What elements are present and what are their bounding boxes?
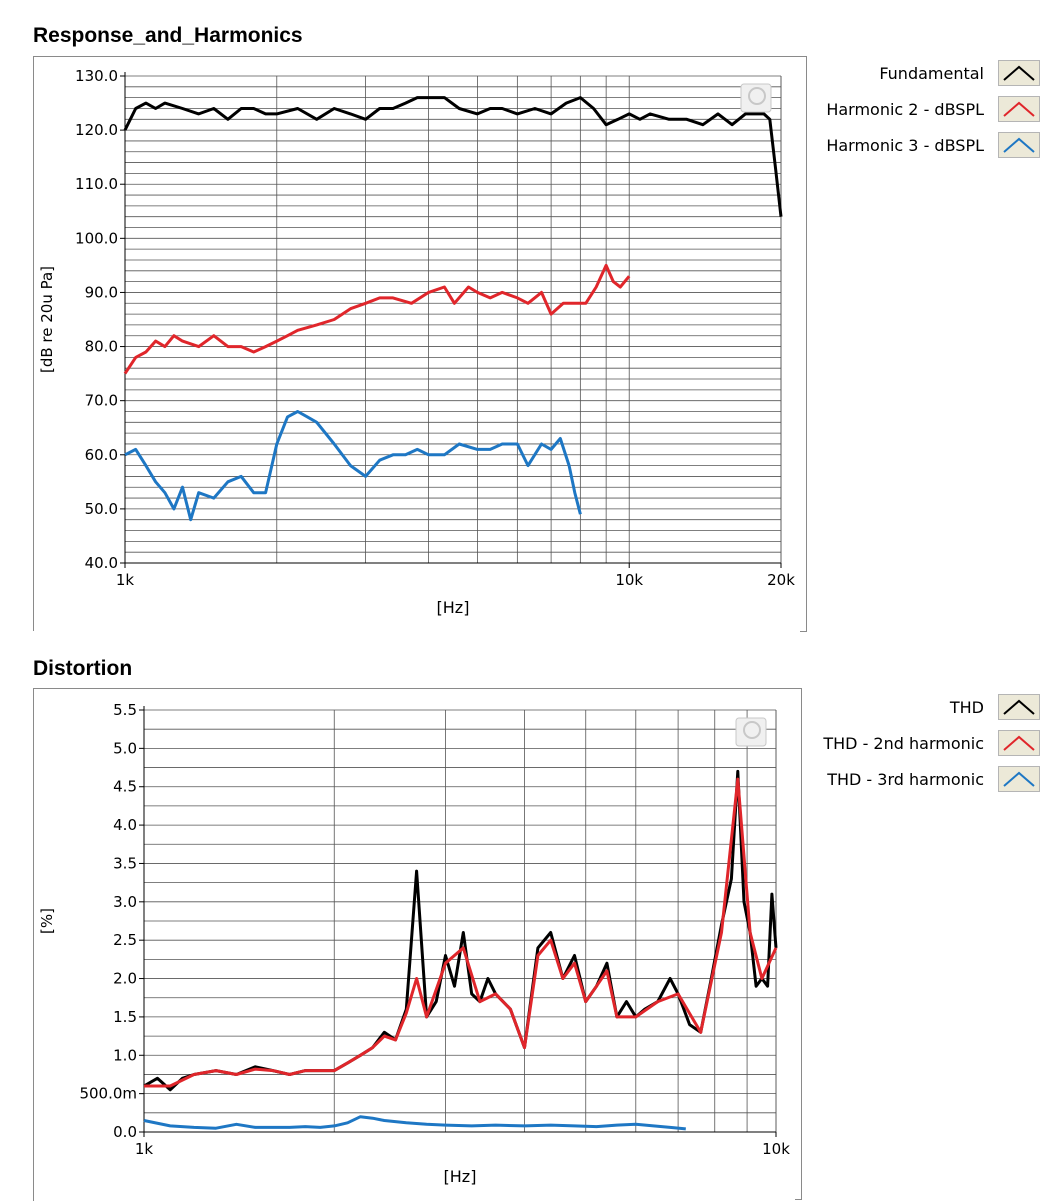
- legend-label: Harmonic 3 - dBSPL: [826, 135, 984, 155]
- y-tick-label: 5.5: [113, 701, 137, 719]
- distortion-plot-svg: 0.0 500.0m 1.0 1.5 2.0 2.5 3.0 3.5 4.0 4.5 5.0 5.5 1…: [38, 701, 790, 1186]
- y-tick-label: 90.0: [85, 283, 118, 301]
- graph-palette-icon: [735, 717, 767, 747]
- chart-frame: [33, 688, 802, 1201]
- y-tick-label: 2.5: [113, 931, 137, 949]
- y-tick-label: 110.0: [75, 175, 118, 193]
- frame-divider: [806, 56, 807, 632]
- legend-label: THD: [949, 697, 984, 717]
- legend-item-harmonic-2[interactable]: Harmonic 2 - dBSPL: [826, 94, 1040, 124]
- y-axis-label: [%]: [38, 908, 56, 934]
- y-tick-label: 50.0: [85, 500, 118, 518]
- legend-item-fundamental[interactable]: Fundamental: [879, 58, 1040, 88]
- x-tick-label: 1k: [116, 571, 135, 589]
- series-line-1: [123, 96, 783, 217]
- x-axis-label: [Hz]: [444, 1167, 477, 1186]
- series-line-1: [143, 769, 778, 1092]
- y-tick-label: 4.5: [113, 778, 137, 796]
- y-tick-label: 0.0: [113, 1123, 137, 1141]
- response-panel: Response_and_Harmonics 40.0 50.0 60.0 70.0 8…: [33, 24, 1040, 632]
- distortion-panel: Distortion 0.0 500.0m 1.0 1.5 2.0 2.5 3.0 3.5 4.…: [0, 650, 1060, 1201]
- grid: [124, 75, 782, 564]
- response-plot-svg: 40.0 50.0 60.0 70.0 80.0 90.0 100.0 110.0 120.0 1…: [38, 67, 795, 617]
- x-tick-label: 20k: [767, 571, 795, 589]
- legend-label: THD - 2nd harmonic: [823, 733, 984, 753]
- y-tick-label: 100.0: [75, 229, 118, 247]
- chart-title: Response_and_Harmonics: [33, 24, 303, 47]
- legend-label: THD - 3rd harmonic: [827, 769, 984, 789]
- y-tick-label: 500.0m: [79, 1085, 137, 1103]
- graph-palette-icon-face: [748, 87, 766, 105]
- series-line-3: [124, 410, 582, 522]
- graph-palette-icon-face: [743, 721, 761, 739]
- y-tick-label: 120.0: [75, 121, 118, 139]
- x-tick-label: 10k: [615, 571, 643, 589]
- chart-frame: [33, 56, 807, 631]
- legend-label: Fundamental: [879, 63, 984, 83]
- line-swatch-icon: [998, 730, 1040, 756]
- y-tick-label: 2.0: [113, 970, 137, 988]
- y-tick-label: 3.5: [113, 854, 137, 872]
- graph-palette-icon: [740, 83, 772, 113]
- legend-label: Harmonic 2 - dBSPL: [826, 99, 984, 119]
- y-tick-label: 5.0: [113, 739, 137, 757]
- line-swatch-icon: [998, 132, 1040, 158]
- series-line-2: [144, 777, 778, 1088]
- y-tick-label: 70.0: [85, 392, 118, 410]
- grid: [143, 709, 777, 1133]
- series-line-2: [123, 263, 631, 375]
- y-axis-label: [dB re 20u Pa]: [38, 266, 56, 373]
- y-tick-label: 4.0: [113, 816, 137, 834]
- x-axis-label: [Hz]: [437, 598, 470, 617]
- legend-item-thd-2nd[interactable]: THD - 2nd harmonic: [823, 728, 1040, 758]
- y-tick-label: 3.0: [113, 893, 137, 911]
- line-swatch-icon: [998, 60, 1040, 86]
- y-tick-label: 40.0: [85, 554, 118, 572]
- legend-item-thd[interactable]: THD: [950, 692, 1040, 722]
- chart-title: Distortion: [33, 657, 133, 680]
- frame-divider: [801, 688, 802, 1200]
- legend-item-harmonic-3[interactable]: Harmonic 3 - dBSPL: [826, 130, 1040, 160]
- series-line-3: [143, 1115, 686, 1131]
- line-swatch-icon: [998, 766, 1040, 792]
- frame-corner: [800, 631, 807, 632]
- x-tick-label: 10k: [762, 1140, 790, 1158]
- line-swatch-icon: [998, 96, 1040, 122]
- x-tick-label: 1k: [135, 1140, 154, 1158]
- y-tick-label: 80.0: [85, 338, 118, 356]
- line-swatch-icon: [998, 694, 1040, 720]
- y-tick-label: 130.0: [75, 67, 118, 85]
- legend-item-thd-3rd[interactable]: THD - 3rd harmonic: [827, 764, 1040, 794]
- y-tick-label: 1.0: [113, 1046, 137, 1064]
- y-tick-label: 60.0: [85, 446, 118, 464]
- y-tick-label: 1.5: [113, 1008, 137, 1026]
